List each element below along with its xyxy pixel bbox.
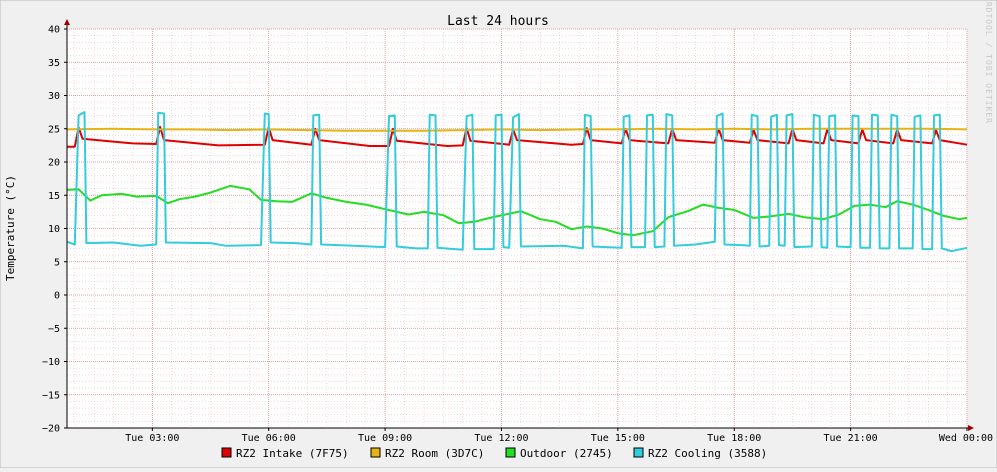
x-tick-label: Tue 12:00	[474, 433, 528, 444]
x-axis-arrow	[968, 425, 974, 431]
y-tick-label: −10	[42, 357, 60, 368]
legend-label-2: Outdoor (2745)	[520, 447, 613, 460]
y-axis-label: Temperature (°C)	[4, 175, 17, 281]
legend-label-1: RZ2 Room (3D7C)	[385, 447, 484, 460]
y-tick-label: 10	[48, 224, 60, 235]
y-tick-label: 40	[48, 25, 60, 36]
legend: RZ2 Intake (7F75) RZ2 Room (3D7C) Outdoor …	[221, 447, 767, 460]
watermark: RRDTOOL / TOBI OETIKER	[984, 0, 993, 124]
y-tick-label: 20	[48, 158, 60, 169]
y-tick-label: 5	[54, 257, 60, 268]
x-tick-label: Tue 09:00	[358, 433, 412, 444]
y-tick-labels: 40 35 30 25 20 15 10 5 0 −5 −10 −15 −20	[42, 25, 67, 435]
series-line-0	[67, 125, 968, 148]
y-tick-label: 25	[48, 124, 60, 135]
y-tick-label: −5	[48, 324, 60, 335]
axes	[64, 19, 974, 431]
x-tick-label: Tue 18:00	[707, 433, 761, 444]
legend-swatch-0	[221, 447, 232, 458]
x-tick-label: Tue 06:00	[242, 433, 296, 444]
x-tick-labels: Tue 03:00 Tue 06:00 Tue 09:00 Tue 12:00 Tue …	[125, 428, 993, 444]
chart-title: Last 24 hours	[447, 14, 549, 29]
y-tick-label: −20	[42, 424, 60, 435]
y-tick-label: 15	[48, 191, 60, 202]
x-tick-label: Wed 00:00	[939, 433, 993, 444]
series-line-3	[66, 111, 968, 253]
y-tick-label: 30	[48, 91, 60, 102]
y-tick-label: 35	[48, 58, 60, 69]
y-tick-label: −15	[42, 390, 60, 401]
grid	[67, 28, 968, 429]
legend-label-0: RZ2 Intake (7F75)	[236, 447, 349, 460]
legend-label-3: RZ2 Cooling (3588)	[648, 447, 767, 460]
y-tick-label: 0	[54, 291, 60, 302]
legend-swatch-3	[633, 447, 644, 458]
x-tick-label: Tue 21:00	[824, 433, 878, 444]
legend-swatch-2	[505, 447, 516, 458]
series-lines	[66, 111, 968, 253]
x-tick-label: Tue 15:00	[591, 433, 645, 444]
x-tick-label: Tue 03:00	[125, 433, 179, 444]
series-line-1	[66, 127, 968, 132]
legend-swatch-1	[370, 447, 381, 458]
y-axis-arrow	[64, 19, 70, 25]
